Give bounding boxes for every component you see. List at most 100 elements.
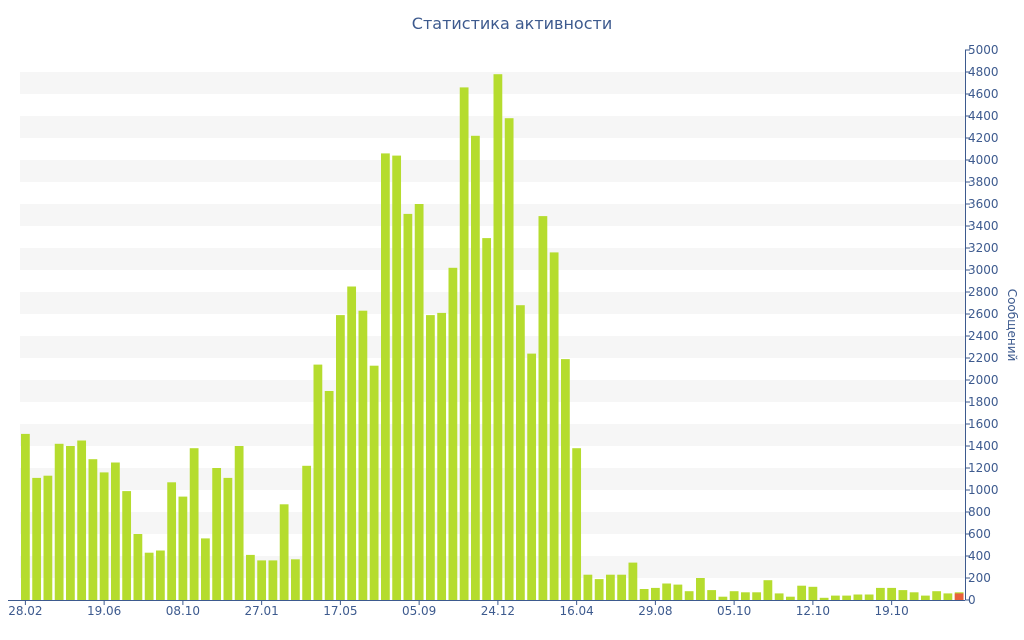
bar xyxy=(763,580,773,600)
bar xyxy=(66,446,75,600)
bar xyxy=(898,590,908,600)
bar xyxy=(718,596,728,600)
bar xyxy=(808,586,818,600)
x-tick-label: 05.09 xyxy=(402,604,436,618)
bar xyxy=(336,315,345,600)
y-tick-label: 4200 xyxy=(968,131,999,145)
bar xyxy=(111,462,120,600)
bar xyxy=(853,594,863,600)
bar xyxy=(426,315,435,600)
bar xyxy=(538,216,548,600)
bar xyxy=(392,155,402,600)
bar xyxy=(673,584,683,600)
bar xyxy=(561,359,570,600)
y-tick-label: 1400 xyxy=(968,439,999,453)
y-tick-label: 800 xyxy=(968,505,991,519)
bar xyxy=(414,204,424,600)
bar xyxy=(932,591,942,600)
bar xyxy=(707,590,717,600)
y-tick-label: 3800 xyxy=(968,175,999,189)
y-tick-label: 4400 xyxy=(968,109,999,123)
bar xyxy=(471,135,480,601)
grid-band xyxy=(20,424,965,446)
bar xyxy=(583,574,593,600)
bar xyxy=(122,491,132,600)
bar xyxy=(246,554,255,600)
bar xyxy=(864,594,874,600)
grid-band xyxy=(20,248,965,270)
bar xyxy=(887,587,897,600)
y-tick-label: 3600 xyxy=(968,197,999,211)
bar xyxy=(606,574,615,600)
y-tick-label: 1600 xyxy=(968,417,999,431)
x-tick-label: 28.02 xyxy=(8,604,42,618)
x-tick-label: 05.10 xyxy=(717,604,751,618)
bar xyxy=(156,550,165,600)
bar xyxy=(302,465,312,600)
bar xyxy=(313,364,323,600)
bar xyxy=(876,587,885,600)
bar xyxy=(696,578,705,600)
grid-band xyxy=(20,336,965,358)
bar xyxy=(201,538,210,600)
bar xyxy=(786,596,795,600)
bar xyxy=(504,118,514,600)
bar xyxy=(628,562,638,600)
bar xyxy=(43,475,53,600)
bar xyxy=(133,534,143,600)
y-tick-label: 400 xyxy=(968,549,991,563)
grid-band xyxy=(20,160,965,182)
y-tick-label: 5000 xyxy=(968,43,999,57)
x-tick-label: 12.10 xyxy=(796,604,830,618)
bar xyxy=(639,589,649,600)
bar xyxy=(324,391,334,600)
bar xyxy=(448,267,458,600)
bar xyxy=(212,468,222,600)
bar xyxy=(223,477,233,600)
x-tick-label: 19.10 xyxy=(874,604,908,618)
bar xyxy=(921,595,930,600)
y-tick-label: 3400 xyxy=(968,219,999,233)
bar xyxy=(729,591,739,600)
y-tick-label: 3000 xyxy=(968,263,999,277)
bar xyxy=(144,552,154,600)
bar xyxy=(268,560,278,600)
x-tick-label: 27.01 xyxy=(244,604,278,618)
bar xyxy=(88,459,98,600)
bar xyxy=(594,579,604,600)
x-tick-label: 08.10 xyxy=(166,604,200,618)
bar xyxy=(347,286,357,600)
x-tick-label: 19.06 xyxy=(87,604,121,618)
bar xyxy=(662,583,672,600)
x-tick-label: 29.08 xyxy=(638,604,672,618)
bar xyxy=(167,482,177,600)
y-tick-label: 2000 xyxy=(968,373,999,387)
grid-band xyxy=(20,292,965,314)
bar xyxy=(358,310,368,600)
grid-band xyxy=(20,556,965,578)
x-tick-label: 16.04 xyxy=(559,604,593,618)
y-tick-label: 2800 xyxy=(968,285,999,299)
y-tick-label: 1200 xyxy=(968,461,999,475)
bar xyxy=(189,448,199,600)
grid-band xyxy=(20,512,965,534)
bar xyxy=(482,238,492,600)
y-tick-label: 2600 xyxy=(968,307,999,321)
y-tick-label: 2200 xyxy=(968,351,999,365)
bar xyxy=(437,312,447,600)
bar xyxy=(381,153,390,600)
bar xyxy=(77,440,87,600)
y-tick-label: 4000 xyxy=(968,153,999,167)
bar xyxy=(819,597,829,600)
bar xyxy=(909,592,919,600)
bar xyxy=(572,448,582,600)
y-tick-label: 4800 xyxy=(968,65,999,79)
bar xyxy=(617,574,627,600)
bar xyxy=(831,595,840,600)
chart-title: Статистика активности xyxy=(411,14,613,33)
y-tick-label: 0 xyxy=(968,593,976,607)
bar xyxy=(403,213,413,600)
bar xyxy=(797,585,807,600)
bar xyxy=(752,592,762,600)
